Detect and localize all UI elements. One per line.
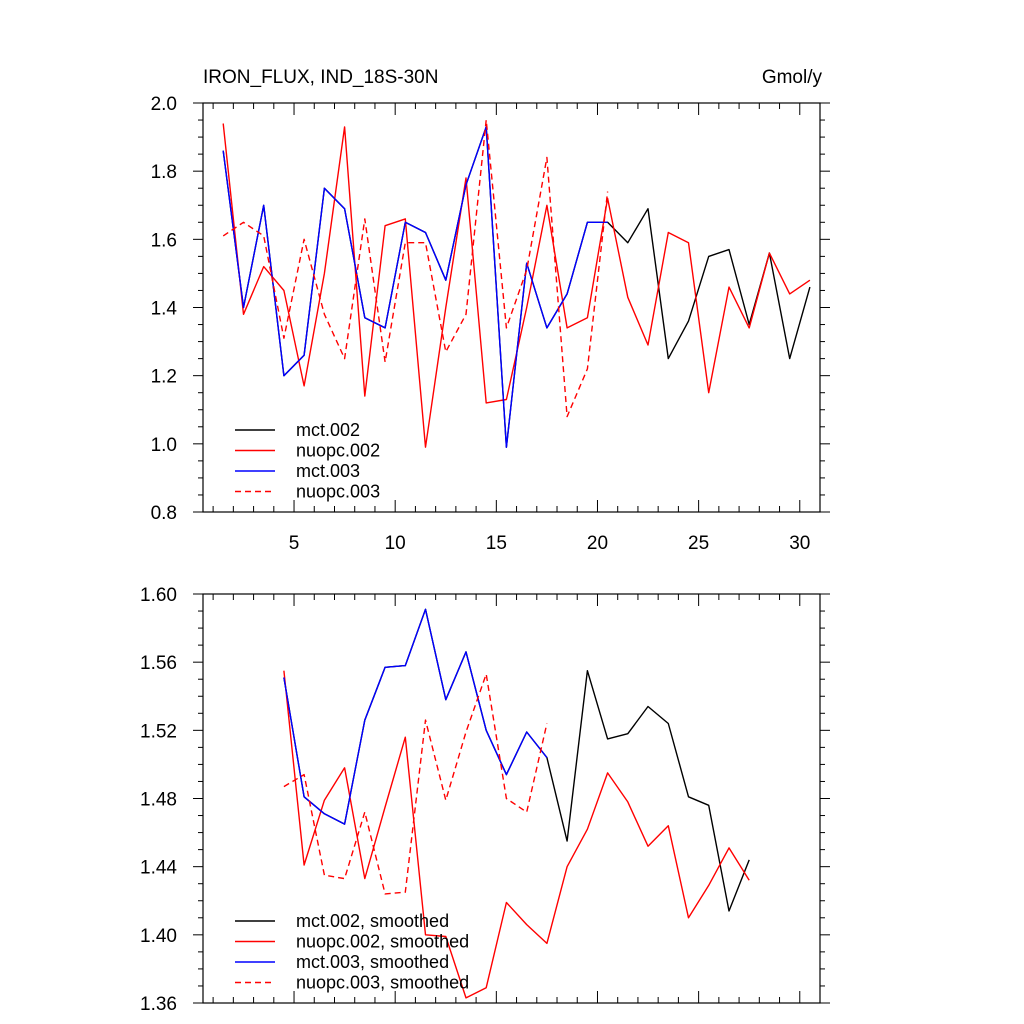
bottom-panel: 1.36 1.40 1.44 1.48 1.52 1.56 1.60 mct.002, sm… [140,585,830,1015]
legend-label: mct.003 [296,461,360,481]
series-line-nuopc-003 [222,119,609,418]
y-tick-label: 1.60 [140,585,177,606]
y-tick-label: 1.48 [140,790,177,811]
y-tick-label: 1.6 [151,230,177,251]
top-series-lines [222,119,811,448]
top-panel-units: Gmol/y [762,67,823,88]
bottom-axis-ticks [193,593,830,1004]
bottom-y-tick-labels: 1.36 1.40 1.44 1.48 1.52 1.56 1.60 [140,585,177,1015]
top-y-tick-labels: 0.8 1.0 1.2 1.4 1.6 1.8 2.0 [151,94,178,524]
y-tick-label: 1.40 [140,926,177,947]
legend-label: nuopc.002, smoothed [296,932,469,952]
top-panel: IRON_FLUX, IND_18S-30N Gmol/y 0.8 1.0 1.2 1… [151,67,830,554]
y-tick-label: 2.0 [151,94,177,115]
y-tick-label: 0.8 [151,503,177,524]
y-tick-label: 1.8 [151,162,177,183]
top-axis-ticks [193,102,830,513]
legend-label: mct.003, smoothed [296,952,449,972]
legend-label: nuopc.003 [296,482,380,502]
x-tick-label: 25 [688,533,709,554]
legend-label: nuopc.003, smoothed [296,973,469,993]
series-line-nuopc-003-smoothed [283,673,548,895]
y-tick-label: 1.2 [151,367,177,388]
top-panel-title: IRON_FLUX, IND_18S-30N [203,67,438,88]
x-tick-label: 20 [587,533,608,554]
series-line-nuopc-002-smoothed [283,670,750,999]
series-line-mct-003-smoothed [283,608,548,825]
y-tick-label: 1.0 [151,435,177,456]
x-tick-label: 15 [486,533,507,554]
y-tick-label: 1.44 [140,858,177,879]
y-tick-label: 1.56 [140,653,177,674]
x-tick-label: 5 [289,533,300,554]
y-tick-label: 1.36 [140,994,177,1015]
series-line-mct-003 [222,126,608,448]
legend-label: mct.002, smoothed [296,911,449,931]
x-tick-label: 30 [789,533,810,554]
legend-label: mct.002 [296,420,360,440]
y-tick-label: 1.4 [151,299,178,320]
top-x-tick-labels: 5 10 15 20 25 30 [289,533,811,554]
x-tick-label: 10 [385,533,406,554]
y-tick-label: 1.52 [140,721,177,742]
legend-label: nuopc.002 [296,441,380,461]
bottom-series-lines [283,608,750,999]
